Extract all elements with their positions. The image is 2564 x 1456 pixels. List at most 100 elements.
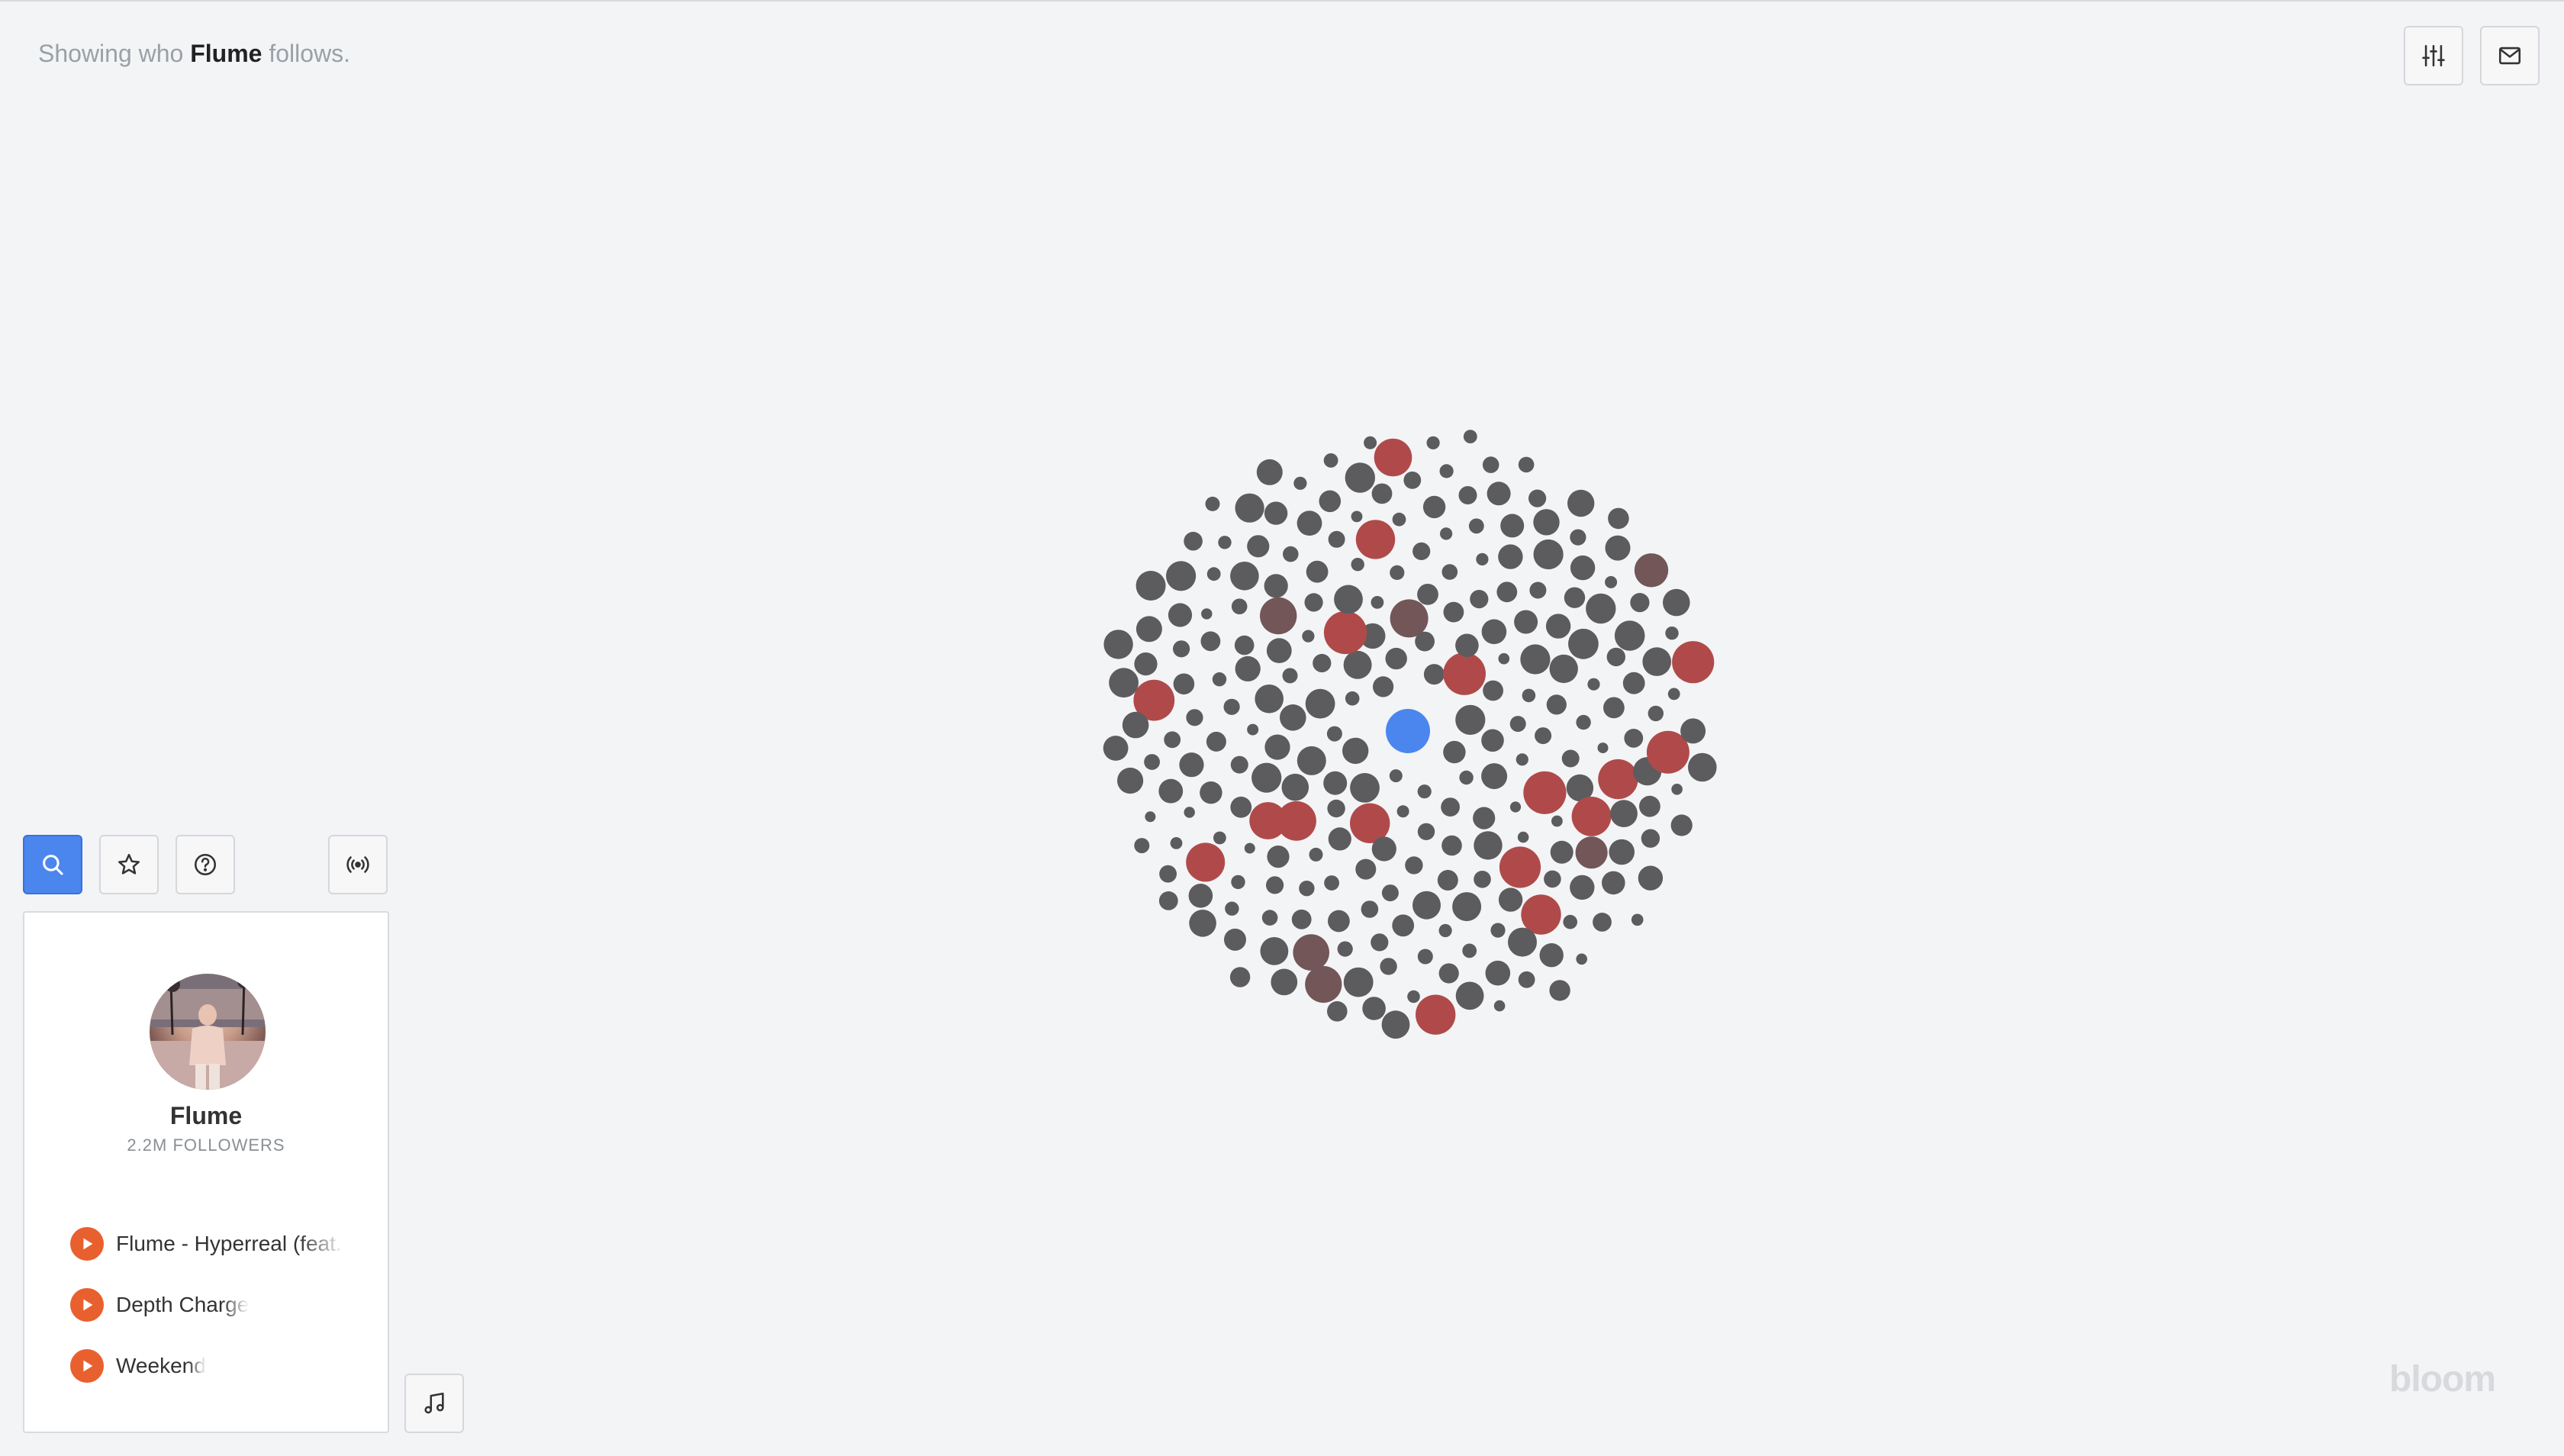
user-node[interactable] — [1305, 965, 1342, 1003]
user-node[interactable] — [1521, 894, 1561, 935]
settings-button[interactable] — [2404, 26, 2463, 85]
user-node[interactable] — [1440, 527, 1453, 540]
user-node[interactable] — [1563, 914, 1577, 929]
user-node[interactable] — [1509, 716, 1526, 733]
user-node[interactable] — [1103, 630, 1133, 659]
user-node[interactable] — [1282, 668, 1298, 684]
user-node[interactable] — [1665, 627, 1679, 640]
user-node[interactable] — [1313, 653, 1332, 673]
user-node[interactable] — [1529, 581, 1547, 599]
user-node[interactable] — [1407, 990, 1420, 1003]
user-node[interactable] — [1280, 704, 1306, 731]
user-node[interactable] — [1103, 736, 1129, 761]
user-node[interactable] — [1481, 763, 1508, 790]
user-node[interactable] — [1605, 575, 1618, 588]
user-node[interactable] — [1441, 797, 1460, 817]
user-node[interactable] — [1385, 647, 1407, 670]
user-node[interactable] — [1606, 647, 1625, 667]
user-node[interactable] — [1212, 672, 1227, 687]
user-node[interactable] — [1452, 892, 1482, 922]
header-artist[interactable]: Flume — [190, 40, 263, 67]
user-node[interactable] — [1545, 614, 1571, 639]
user-node[interactable] — [1561, 749, 1580, 768]
user-node[interactable] — [1342, 737, 1369, 765]
user-node[interactable] — [1323, 610, 1367, 655]
user-node[interactable] — [1571, 797, 1612, 836]
user-node[interactable] — [1470, 590, 1489, 609]
user-node[interactable] — [1184, 531, 1203, 551]
user-node[interactable] — [1304, 593, 1323, 612]
user-node[interactable] — [1380, 958, 1397, 975]
user-node[interactable] — [1443, 601, 1464, 623]
user-node[interactable] — [1327, 1001, 1348, 1022]
user-node[interactable] — [1159, 865, 1177, 883]
user-node[interactable] — [1134, 838, 1150, 854]
user-node[interactable] — [1351, 511, 1363, 523]
user-node[interactable] — [1213, 831, 1226, 845]
user-node[interactable] — [1173, 640, 1190, 658]
play-icon[interactable] — [70, 1227, 104, 1261]
user-node[interactable] — [1439, 464, 1454, 478]
user-node[interactable] — [1663, 588, 1690, 617]
user-node[interactable] — [1281, 773, 1309, 801]
user-node[interactable] — [1264, 501, 1288, 525]
user-node[interactable] — [1350, 773, 1380, 803]
user-node[interactable] — [1570, 875, 1595, 900]
user-node[interactable] — [1392, 914, 1415, 937]
user-node[interactable] — [1514, 610, 1538, 634]
user-node[interactable] — [1255, 685, 1284, 714]
user-node[interactable] — [1355, 520, 1396, 559]
user-node[interactable] — [1371, 483, 1393, 504]
user-node[interactable] — [1206, 731, 1226, 752]
user-node[interactable] — [1323, 771, 1348, 795]
user-node[interactable] — [1482, 456, 1499, 473]
user-node[interactable] — [1390, 599, 1429, 638]
user-node[interactable] — [1244, 842, 1255, 854]
user-node[interactable] — [1493, 1000, 1506, 1012]
user-node[interactable] — [1230, 755, 1248, 774]
user-node[interactable] — [1166, 561, 1197, 591]
user-node[interactable] — [1496, 581, 1518, 603]
user-node[interactable] — [1412, 542, 1431, 561]
user-node[interactable] — [1415, 631, 1435, 652]
user-node[interactable] — [1485, 960, 1511, 986]
user-node[interactable] — [1608, 507, 1629, 530]
user-node[interactable] — [1417, 584, 1438, 605]
user-node[interactable] — [1509, 801, 1522, 813]
user-node[interactable] — [1266, 638, 1292, 663]
user-node[interactable] — [1646, 730, 1689, 774]
user-node[interactable] — [1371, 933, 1389, 952]
user-node[interactable] — [1158, 891, 1178, 910]
user-node[interactable] — [1200, 781, 1222, 804]
user-node[interactable] — [1443, 740, 1466, 764]
user-node[interactable] — [1481, 729, 1504, 752]
user-node[interactable] — [1487, 482, 1511, 506]
user-node[interactable] — [1455, 633, 1479, 658]
user-node[interactable] — [1483, 680, 1503, 701]
user-node[interactable] — [1260, 937, 1289, 965]
play-icon[interactable] — [70, 1349, 104, 1383]
user-node[interactable] — [1567, 489, 1595, 517]
user-node[interactable] — [1293, 934, 1329, 971]
user-node[interactable] — [1328, 827, 1351, 851]
user-node[interactable] — [1343, 967, 1374, 997]
user-node[interactable] — [1334, 585, 1363, 614]
mail-button[interactable] — [2480, 26, 2540, 85]
user-node[interactable] — [1458, 486, 1477, 504]
user-node[interactable] — [1247, 723, 1259, 736]
user-node[interactable] — [1630, 593, 1650, 613]
user-node[interactable] — [1576, 953, 1587, 965]
user-node[interactable] — [1364, 436, 1377, 449]
user-node[interactable] — [1455, 704, 1486, 736]
track-item[interactable]: Depth Charge — [70, 1287, 345, 1323]
user-node[interactable] — [1481, 619, 1507, 645]
user-node[interactable] — [1218, 536, 1232, 549]
user-node[interactable] — [1549, 654, 1578, 684]
user-node[interactable] — [1551, 815, 1563, 827]
user-node[interactable] — [1271, 968, 1298, 996]
user-node[interactable] — [1200, 631, 1221, 652]
user-node[interactable] — [1441, 564, 1458, 580]
user-node[interactable] — [1641, 829, 1660, 848]
user-node[interactable] — [1249, 802, 1287, 839]
user-node[interactable] — [1302, 630, 1315, 643]
